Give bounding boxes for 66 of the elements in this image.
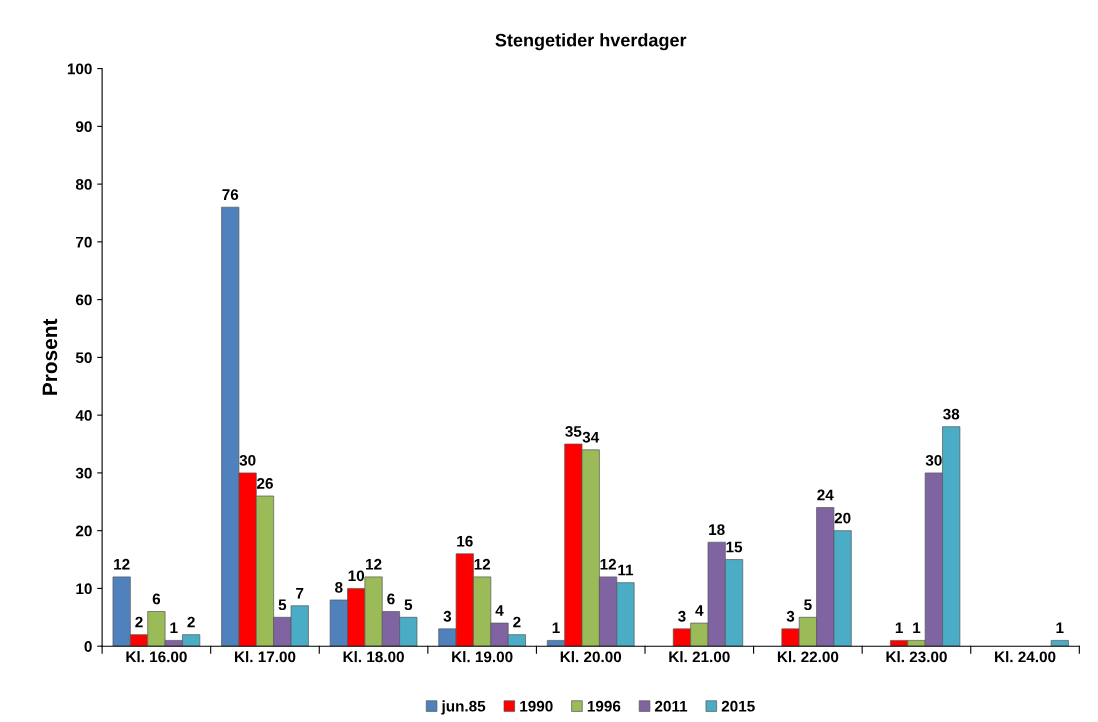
- data-label: 1: [552, 622, 560, 634]
- chart-title: Stengetider hverdager: [495, 33, 687, 51]
- x-tick-label: Kl. 17.00: [235, 651, 296, 663]
- data-label: 18: [709, 524, 725, 536]
- data-label: 7: [296, 587, 304, 599]
- data-label: 12: [600, 558, 616, 570]
- data-label: 20: [834, 512, 851, 524]
- x-tick-label: Kl. 21.00: [669, 651, 730, 663]
- x-tick-label: Kl. 22.00: [777, 651, 839, 663]
- y-tick-label: 30: [75, 467, 92, 479]
- x-tick-label: Kl. 19.00: [452, 651, 513, 663]
- data-label: 4: [495, 605, 504, 616]
- legend-label: 1990: [520, 700, 553, 712]
- data-label: 6: [387, 593, 395, 605]
- data-label: 3: [786, 610, 795, 622]
- data-label: 6: [152, 593, 161, 605]
- data-label: 5: [804, 599, 812, 611]
- y-tick-label: 100: [67, 63, 92, 75]
- x-tick-label: Kl. 18.00: [343, 651, 404, 663]
- legend-label: jun.85: [441, 700, 486, 715]
- y-tick-label: 0: [84, 641, 92, 652]
- data-label: 1: [170, 622, 178, 634]
- data-label: 76: [222, 189, 239, 201]
- y-tick-label: 60: [75, 294, 92, 306]
- data-label: 3: [443, 610, 452, 622]
- x-tick-label: Kl. 16.00: [126, 651, 187, 663]
- y-tick-label: 80: [75, 178, 92, 190]
- data-label: 2: [187, 616, 195, 628]
- y-tick-label: 20: [75, 525, 92, 537]
- data-label: 24: [817, 489, 834, 501]
- data-label: 12: [474, 558, 491, 570]
- data-label: 1: [1056, 622, 1064, 634]
- data-label: 2: [135, 616, 143, 628]
- legend-label: 1996: [587, 700, 621, 712]
- data-label: 10: [348, 570, 365, 582]
- data-label: 1: [895, 622, 903, 634]
- data-label: 30: [239, 454, 256, 466]
- data-label: 8: [335, 581, 343, 593]
- data-label: 34: [582, 431, 600, 443]
- legend-label: 2015: [721, 700, 755, 712]
- data-label: 35: [565, 426, 582, 437]
- x-tick-label: Kl. 20.00: [560, 651, 622, 663]
- y-tick-label: 40: [75, 410, 92, 421]
- data-label: 15: [726, 541, 743, 553]
- data-label: 26: [257, 478, 273, 489]
- data-label: 12: [114, 558, 130, 570]
- data-label: 12: [366, 558, 382, 570]
- data-label: 16: [457, 535, 473, 547]
- x-tick-label: Kl. 24.00: [995, 651, 1056, 663]
- y-axis-title: Prosent: [42, 318, 58, 395]
- data-label: 1: [913, 622, 921, 634]
- x-tick-label: Kl. 23.00: [886, 651, 947, 663]
- data-label: 4: [695, 605, 704, 616]
- data-label: 2: [513, 616, 521, 628]
- data-label: 30: [925, 454, 942, 466]
- y-tick-label: 10: [76, 583, 92, 595]
- data-label: 5: [404, 599, 413, 611]
- data-label: 5: [278, 599, 287, 611]
- data-label: 38: [943, 408, 960, 420]
- bar: [1050, 640, 1069, 647]
- data-label: 3: [678, 610, 686, 622]
- data-label: 11: [618, 564, 634, 576]
- legend-label: 2011: [655, 700, 688, 712]
- y-tick-label: 50: [75, 352, 92, 364]
- y-tick-label: 90: [75, 121, 92, 133]
- y-tick-label: 70: [76, 236, 92, 248]
